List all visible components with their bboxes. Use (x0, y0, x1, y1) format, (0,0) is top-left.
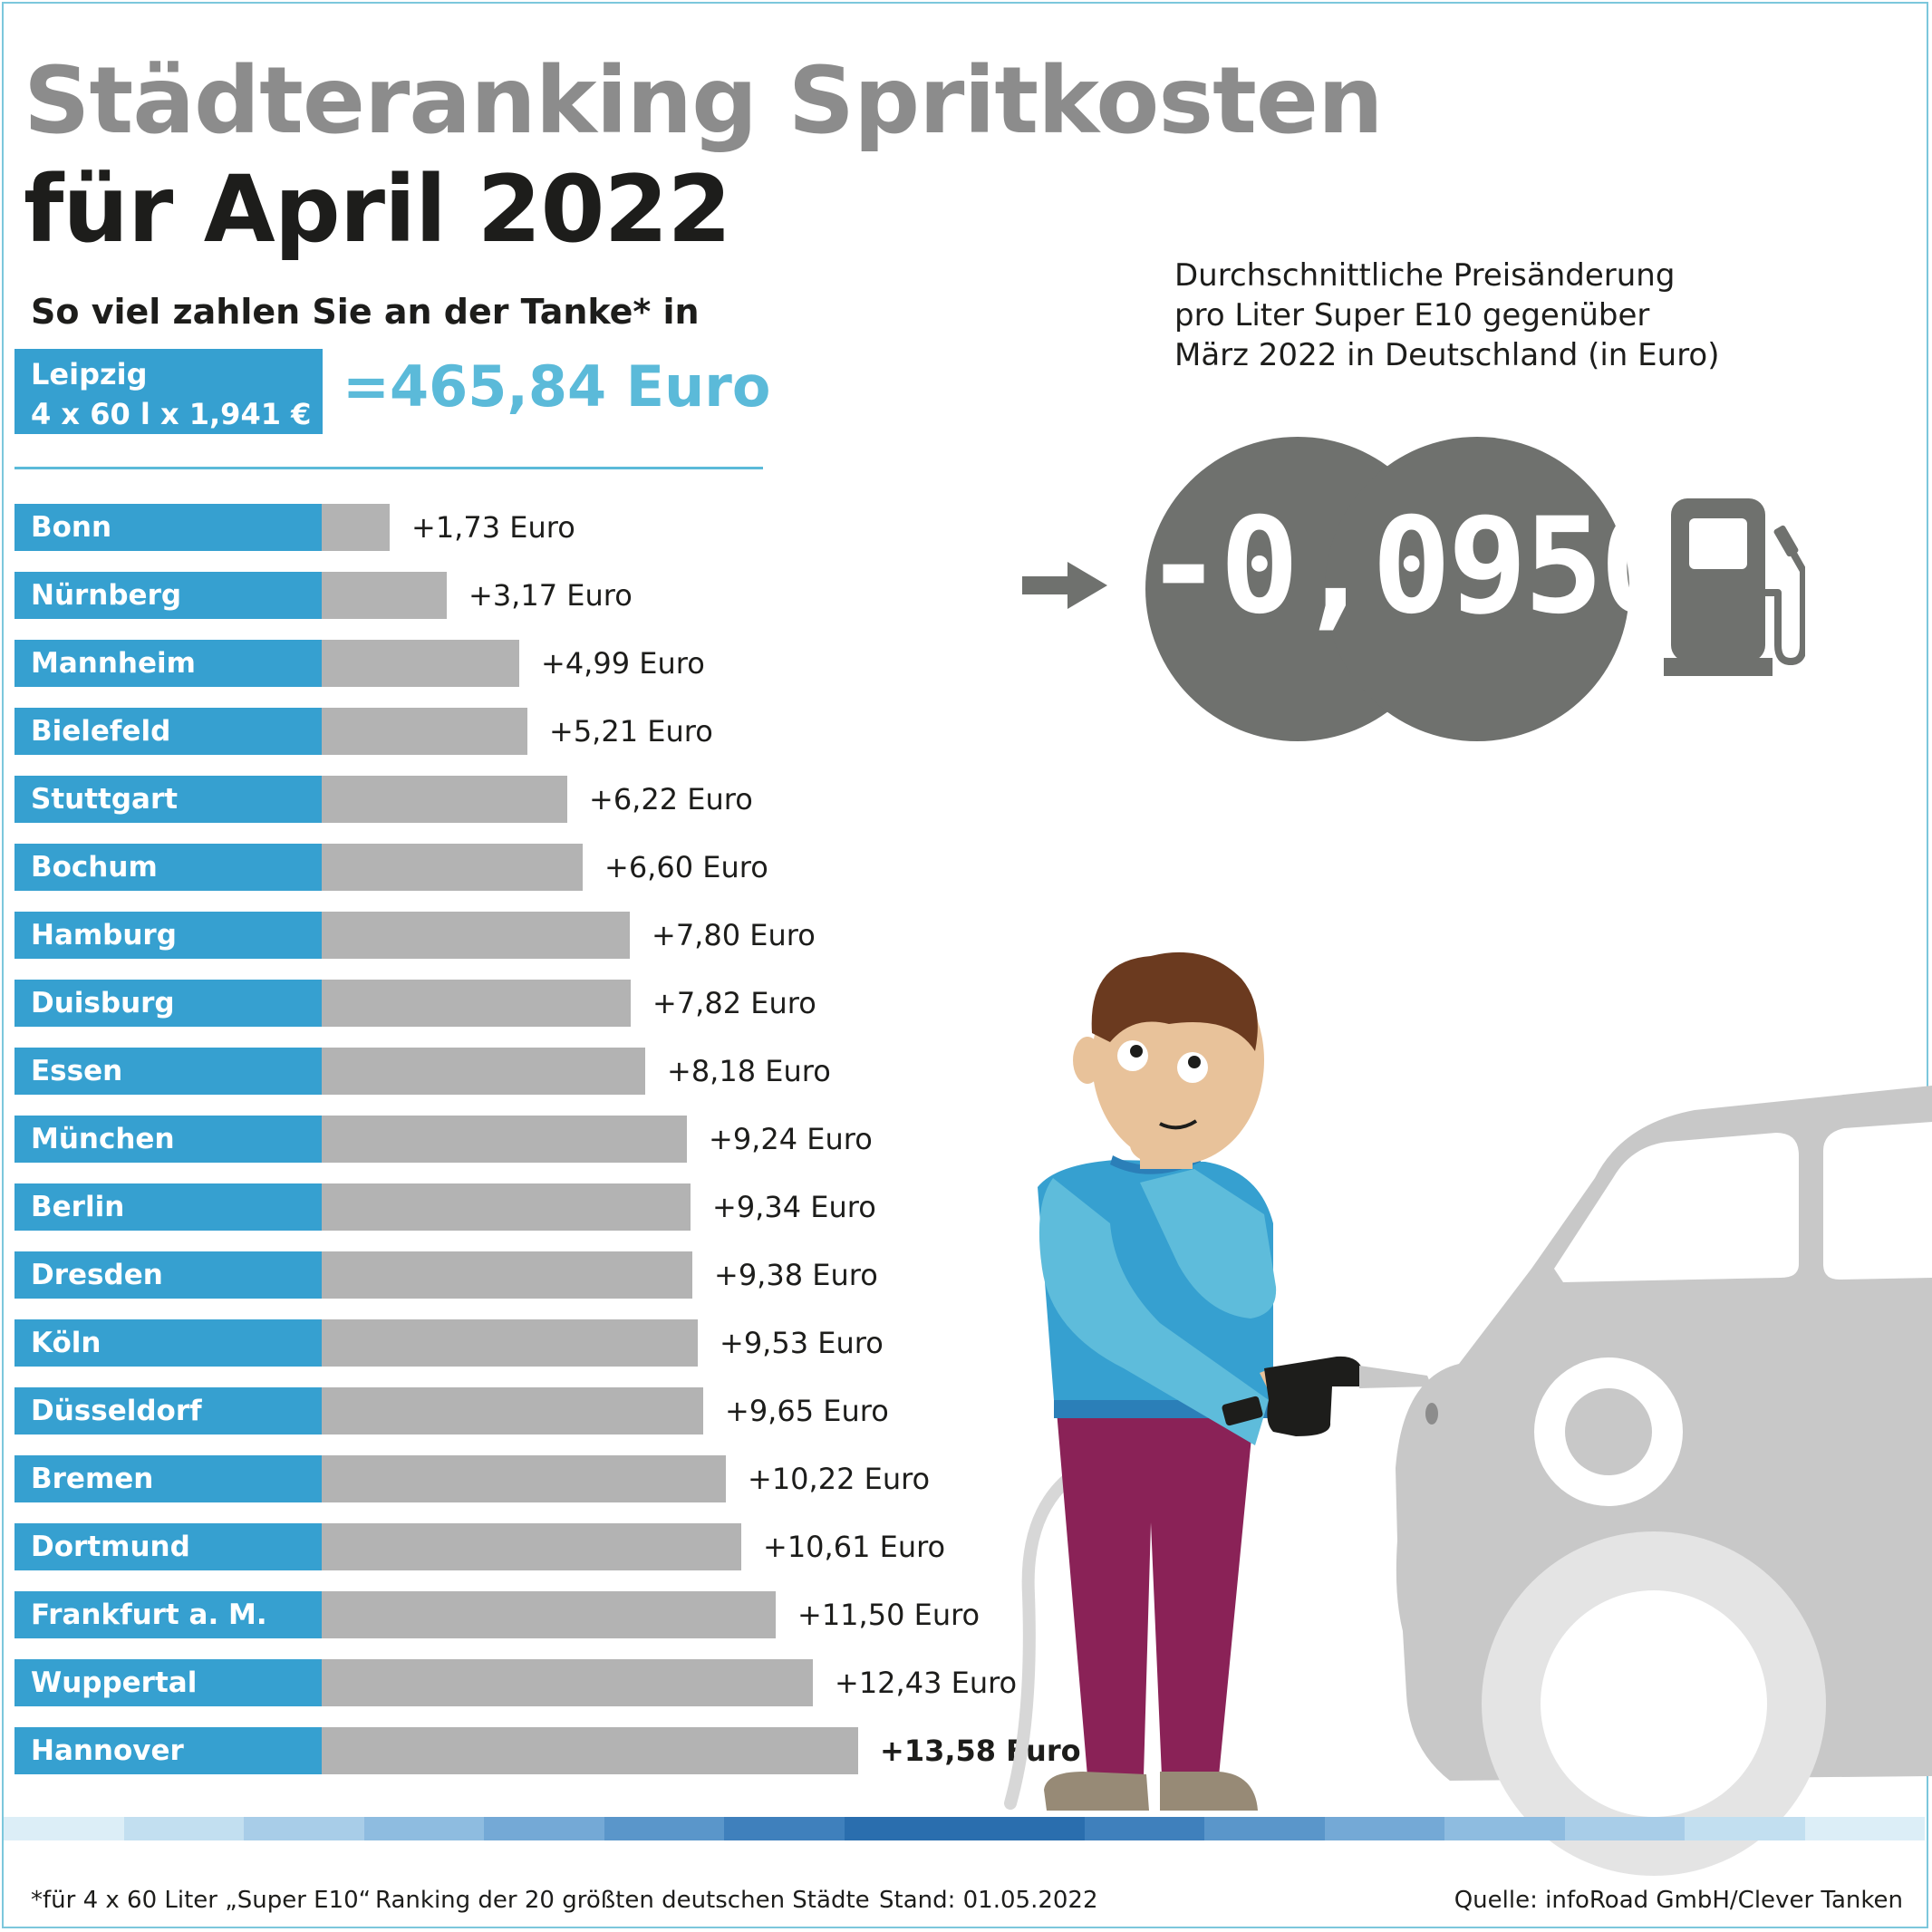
bar-category-label: Frankfurt a. M. (14, 1591, 322, 1638)
bar-value-label: +8,18 Euro (667, 1054, 831, 1088)
bar (322, 640, 519, 687)
subtitle: So viel zahlen Sie an der Tanke* in (31, 292, 700, 332)
bar-value-label: +9,24 Euro (709, 1122, 873, 1156)
bar (322, 572, 447, 619)
bar-category-label: Berlin (14, 1183, 322, 1231)
bar (322, 844, 583, 891)
bar-value-label: +5,21 Euro (549, 714, 713, 749)
bar-chart: Bonn +1,73 Euro Nürnberg +3,17 Euro Mannheim… (14, 504, 1081, 1774)
bar-value-label: +10,22 Euro (748, 1462, 931, 1496)
bar-value-label: +9,38 Euro (714, 1258, 878, 1292)
bar-value-label: +11,50 Euro (797, 1598, 980, 1632)
bar (322, 912, 630, 959)
bar (322, 1455, 726, 1502)
bar-category-label: Bonn (14, 504, 322, 551)
bar (322, 1387, 703, 1435)
bar-value-label: +3,17 Euro (469, 578, 633, 613)
person (1038, 952, 1438, 1811)
ranking-note: Ranking der 20 größten deutschen Städte (375, 1887, 870, 1914)
bar-value-label: +9,65 Euro (725, 1394, 889, 1428)
price-change-description-line: März 2022 in Deutschland (in Euro) (1174, 337, 1720, 373)
bar-value-label: +10,61 Euro (763, 1530, 946, 1564)
bar (322, 1727, 858, 1774)
footnote: *für 4 x 60 Liter „Super E10“ (31, 1887, 372, 1914)
bar-category-label: Dortmund (14, 1523, 322, 1570)
bar-value-label: +12,43 Euro (835, 1666, 1018, 1700)
bar-category-label: Duisburg (14, 980, 322, 1027)
bar (322, 1116, 687, 1163)
bar-category-label: Dresden (14, 1251, 322, 1299)
divider-line (14, 467, 763, 469)
bar-category-label: Bielefeld (14, 708, 322, 755)
bar-category-label: Hamburg (14, 912, 322, 959)
bar-category-label: München (14, 1116, 322, 1163)
reference-total: =465,84 Euro (343, 353, 771, 420)
bar-category-label: Essen (14, 1048, 322, 1095)
bar (322, 1048, 645, 1095)
bar-category-label: Nürnberg (14, 572, 322, 619)
bar (322, 1251, 692, 1299)
arrow-right-icon (1022, 562, 1107, 609)
price-change-description-line: Durchschnittliche Preisänderung (1174, 257, 1676, 294)
reference-city-box: Leipzig 4 x 60 l x 1,941 € (14, 349, 323, 434)
bar-value-label: +1,73 Euro (411, 510, 575, 545)
bar-category-label: Mannheim (14, 640, 322, 687)
source-note: Quelle: infoRoad GmbH/Clever Tanken (1454, 1887, 1903, 1914)
bar-category-label: Köln (14, 1319, 322, 1367)
bar (322, 1523, 741, 1570)
title-line-2: für April 2022 (24, 156, 731, 264)
bar (322, 1591, 776, 1638)
bar-value-label: +9,34 Euro (712, 1190, 876, 1224)
title-line-1: Städteranking Spritkosten (24, 47, 1384, 155)
bar-category-label: Bochum (14, 844, 322, 891)
bar (322, 1659, 813, 1706)
bar-value-label: +13,58 Euro (880, 1734, 1081, 1768)
price-change-description-line: pro Liter Super E10 gegenüber (1174, 297, 1650, 333)
reference-formula: 4 x 60 l x 1,941 € (31, 397, 312, 431)
bar-category-label: Hannover (14, 1727, 322, 1774)
bar-category-label: Wuppertal (14, 1659, 322, 1706)
bar-value-label: +7,80 Euro (652, 918, 816, 952)
bar (322, 1183, 691, 1231)
bar (322, 708, 527, 755)
bar-value-label: +6,60 Euro (604, 850, 768, 884)
bar-category-label: Stuttgart (14, 776, 322, 823)
price-display-circles (1145, 437, 1629, 741)
bar (322, 504, 390, 551)
bar (322, 980, 631, 1027)
bar-value-label: +9,53 Euro (720, 1326, 884, 1360)
date-note: Stand: 01.05.2022 (879, 1887, 1098, 1914)
car-silhouette (1396, 1086, 1932, 1876)
bar-category-label: Düsseldorf (14, 1387, 322, 1435)
bar-value-label: +6,22 Euro (589, 782, 753, 816)
bar-category-label: Bremen (14, 1455, 322, 1502)
bar-value-label: +4,99 Euro (541, 646, 705, 681)
price-change-value: -0,0950 (1144, 489, 1679, 643)
bar (322, 776, 567, 823)
reference-city: Leipzig (31, 357, 148, 391)
price-change-description: Durchschnittliche Preisänderung pro Lite… (1174, 256, 1720, 375)
fuel-pump-icon (1664, 498, 1805, 676)
bar (322, 1319, 698, 1367)
bar-value-label: +7,82 Euro (652, 986, 816, 1020)
footer-gradient-stripe (4, 1817, 1925, 1840)
